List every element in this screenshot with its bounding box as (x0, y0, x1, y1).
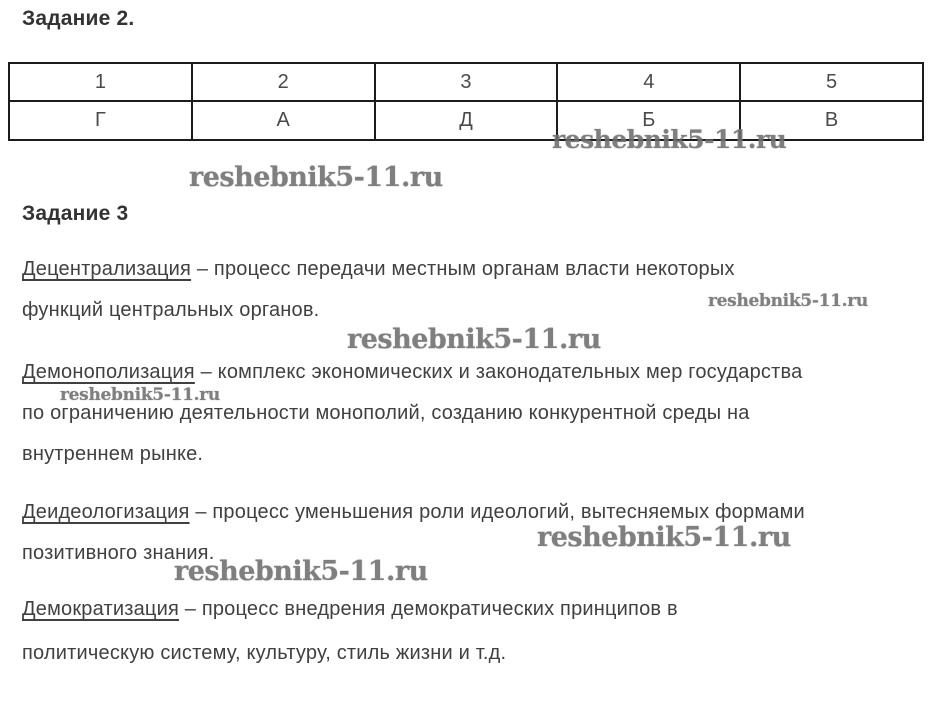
watermark-text: reshebnik5-11.ru (189, 162, 443, 193)
table-header-cell: 4 (556, 62, 742, 102)
definition-democratization: Демократизация – процесс внедрения демок… (22, 587, 924, 675)
table-header-cell: 1 (8, 62, 193, 102)
definition-text: – процесс уменьшения роли идеологий, выт… (22, 501, 805, 564)
definition-term: Децентрализация (22, 258, 192, 280)
definition-decentralization: Децентрализация – процесс передачи местн… (22, 249, 924, 331)
answers-table: 1 2 3 4 5 Г А Д Б В (8, 62, 924, 141)
table-header-row: 1 2 3 4 5 (8, 62, 924, 102)
definition-term: Деидеологизация (22, 501, 190, 523)
watermark-text: reshebnik5-11.ru (537, 522, 791, 553)
table-answer-cell: В (739, 100, 924, 141)
table-answer-cell: Д (373, 100, 559, 141)
table-header-cell: 3 (373, 62, 559, 102)
task2-heading: Задание 2. (22, 7, 135, 30)
table-header-cell: 5 (739, 62, 924, 102)
table-header-cell: 2 (190, 62, 376, 102)
watermark-text: reshebnik5-11.ru (708, 291, 868, 311)
definition-text: – процесс внедрения демократических прин… (22, 598, 678, 664)
table-answer-row: Г А Д Б В (8, 100, 924, 141)
watermark-text: reshebnik5-11.ru (552, 125, 787, 154)
definition-demonopolization: Демонополизация – комплекс экономических… (22, 352, 924, 475)
table-answer-cell: Б (556, 100, 742, 141)
definition-term: Демонополизация (22, 361, 195, 383)
definition-term: Демократизация (22, 598, 179, 620)
definition-text: – комплекс экономических и законодательн… (22, 361, 803, 465)
task3-heading: Задание 3 (22, 202, 129, 225)
watermark-text: reshebnik5-11.ru (174, 556, 428, 587)
table-answer-cell: А (190, 100, 376, 141)
watermark-text: reshebnik5-11.ru (347, 324, 601, 355)
watermark-text: reshebnik5-11.ru (60, 385, 220, 405)
definition-deideologization: Деидеологизация – процесс уменьшения рол… (22, 492, 924, 574)
table-answer-cell: Г (8, 100, 193, 141)
definition-text: – процесс передачи местным органам власт… (22, 258, 735, 321)
